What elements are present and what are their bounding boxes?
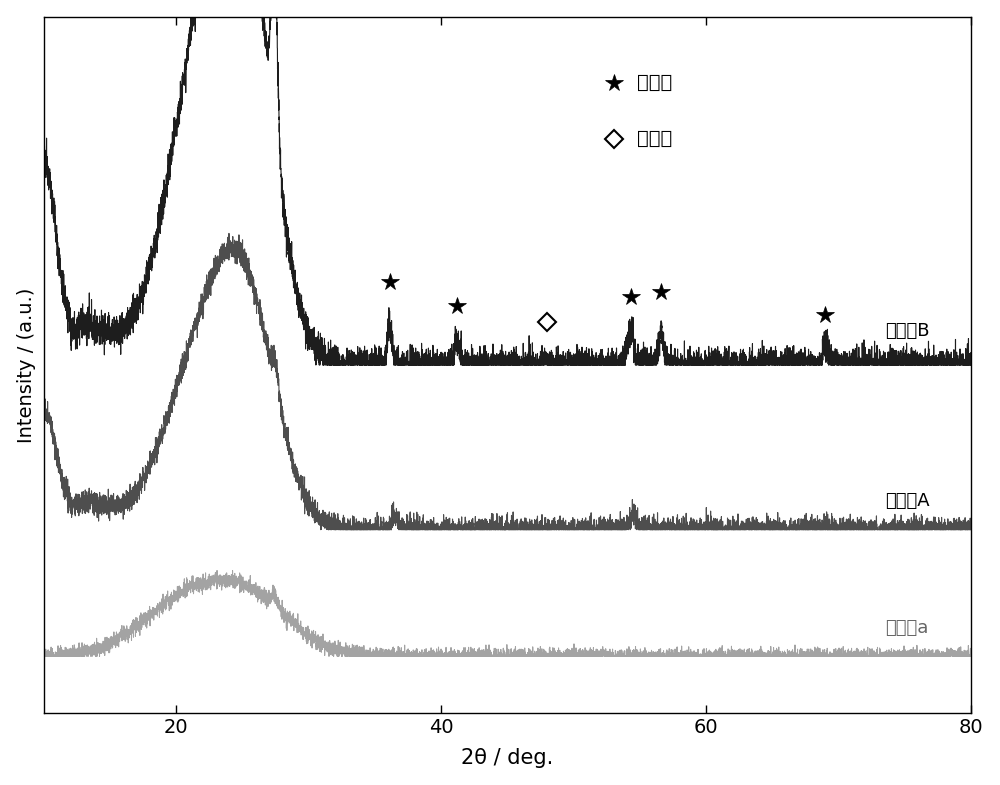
X-axis label: 2θ / deg.: 2θ / deg. [461, 748, 554, 769]
Text: 催化剂B: 催化剂B [885, 322, 929, 340]
Text: 催化剂a: 催化剂a [885, 619, 928, 637]
Text: 锐钓矿: 锐钓矿 [637, 129, 673, 148]
Text: 催化剂A: 催化剂A [885, 492, 930, 510]
Y-axis label: Intensity / (a.u.): Intensity / (a.u.) [17, 287, 36, 443]
Text: 金红石: 金红石 [637, 73, 673, 93]
